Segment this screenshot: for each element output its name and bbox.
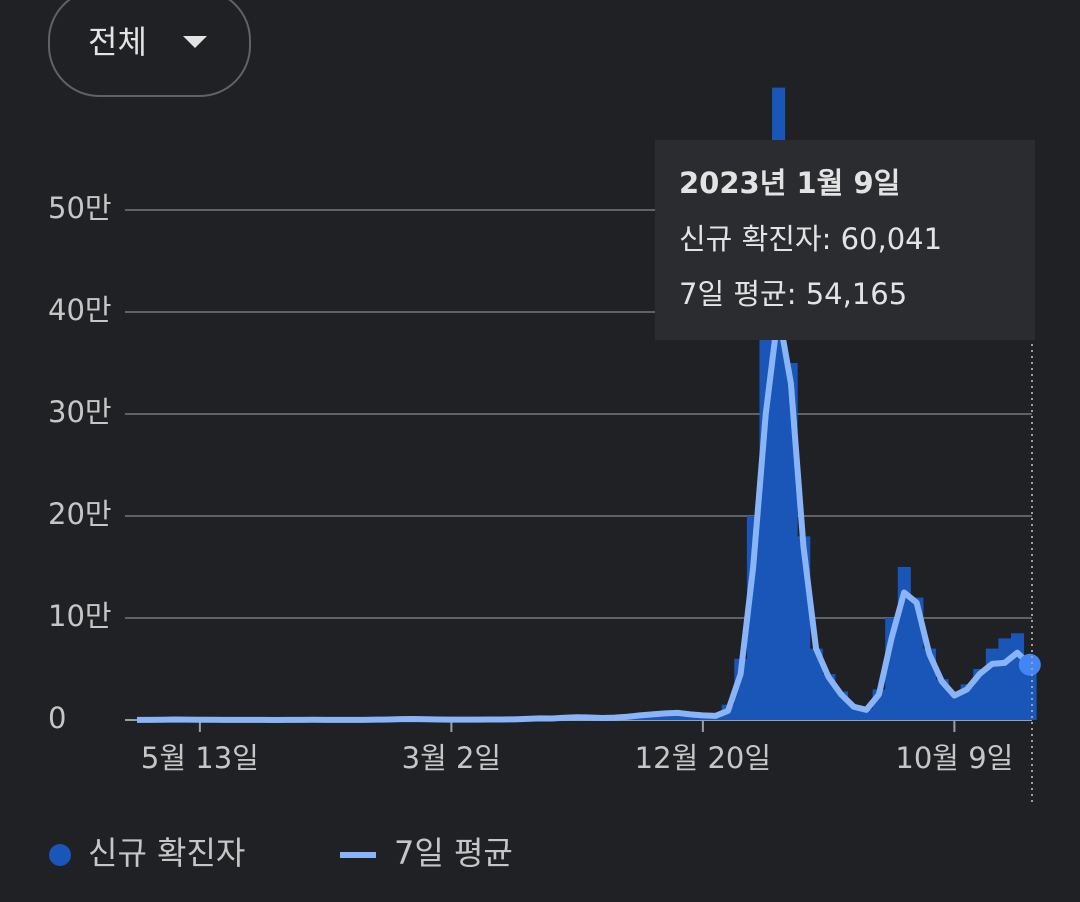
y-tick-label: 20만 xyxy=(48,497,112,531)
x-tick-label: 12월 20일 xyxy=(635,741,771,775)
y-tick-label: 50만 xyxy=(48,191,112,225)
bar xyxy=(998,638,1012,720)
bar xyxy=(948,693,962,720)
bar xyxy=(684,714,698,720)
y-tick-label: 40만 xyxy=(48,293,112,327)
filter-dropdown[interactable]: 전체 xyxy=(48,0,251,97)
dropdown-arrow[interactable] xyxy=(183,36,207,48)
bar xyxy=(671,712,685,720)
tooltip-box xyxy=(655,140,1035,340)
tooltip: 2023년 1월 9일 신규 확진자: 60,041 7일 평균: 54,165 xyxy=(655,140,1035,340)
bar xyxy=(759,312,773,720)
plot: 0 10만 20만 30만 40만 50만 5월 13일 3월 2일 12월 20일 10월 9일 xyxy=(48,87,1041,775)
x-tick-label: 3월 2일 xyxy=(402,741,501,775)
bar xyxy=(658,712,672,720)
line xyxy=(136,309,1032,723)
dropdown-label[interactable]: 전체 xyxy=(88,23,147,61)
bar xyxy=(1010,633,1025,720)
legend-label: 신규 확진자 xyxy=(88,834,245,872)
y-tick-label: 0 xyxy=(48,701,66,735)
legend-swatch xyxy=(49,844,71,866)
bar xyxy=(985,648,999,720)
y-tick-label: 10만 xyxy=(48,599,112,633)
legend-label: 7일 평균 xyxy=(394,834,513,872)
x-tick-label: 10월 9일 xyxy=(895,741,1013,775)
dropdown-border[interactable] xyxy=(48,0,251,97)
tooltip-line: 신규 확진자: 60,041 xyxy=(679,222,942,256)
tooltip-line: 7일 평균: 54,165 xyxy=(679,277,907,311)
tooltip-date: 2023년 1월 9일 xyxy=(679,166,900,200)
hover-dot xyxy=(1018,653,1041,676)
bar xyxy=(860,708,874,720)
x-tick-label: 5월 13일 xyxy=(141,741,259,775)
bar xyxy=(809,648,823,720)
y-tick-label: 30만 xyxy=(48,395,112,429)
